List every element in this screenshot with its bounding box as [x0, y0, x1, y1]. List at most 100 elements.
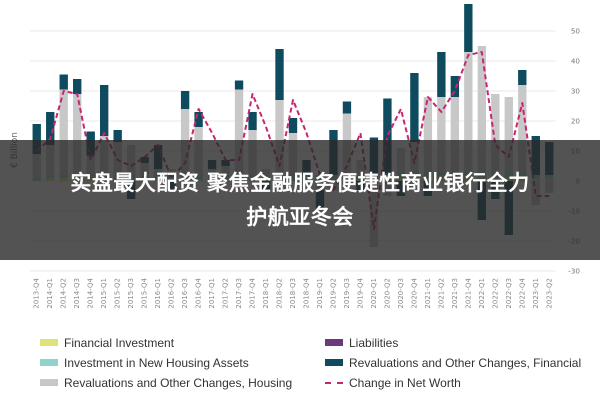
x-tick-label: 2014-Q4 — [87, 277, 95, 308]
headline-line-2: 护航亚冬会 — [246, 205, 354, 229]
x-tick-label: 2023-Q2 — [545, 278, 553, 309]
x-tick-label: 2022-Q1 — [478, 278, 486, 309]
legend-dash-change-in-net-worth — [325, 381, 343, 384]
x-tick-label: 2017-Q1 — [208, 278, 216, 309]
x-tick-label: 2015-Q2 — [114, 278, 122, 309]
bar-revaluations-and-other-changes-financial — [518, 70, 527, 85]
y-tick-label: 20 — [571, 117, 581, 126]
x-tick-label: 2016-Q1 — [154, 278, 162, 309]
bar-revaluations-and-other-changes-financial — [99, 85, 109, 136]
bar-revaluations-and-other-changes-housing — [504, 97, 513, 172]
bar-revaluations-and-other-changes-housing — [234, 89, 244, 174]
x-tick-label: 2019-Q2 — [330, 278, 338, 309]
x-tick-label: 2020-Q2 — [383, 278, 391, 309]
x-tick-label: 2021-Q2 — [437, 278, 445, 309]
bar-revaluations-and-other-changes-financial — [450, 76, 460, 97]
bar-revaluations-and-other-changes-housing — [73, 94, 82, 175]
bar-revaluations-and-other-changes-housing — [518, 85, 527, 172]
legend-label: Revaluations and Other Changes, Financia… — [349, 356, 582, 370]
legend-item-liabilities: Liabilities — [325, 335, 398, 351]
x-tick-label: 2016-Q2 — [168, 278, 176, 309]
x-axis-ticks: 2013-Q4 2014-Q1 2014-Q2 2014-Q3 2014-Q4 2015-… — [33, 277, 554, 308]
bar-revaluations-and-other-changes-financial — [288, 118, 298, 133]
bar-revaluations-and-other-changes-financial — [73, 79, 82, 94]
bar-revaluations-and-other-changes-financial — [234, 80, 244, 90]
bar-revaluations-and-other-changes-financial — [464, 4, 473, 52]
bar-revaluations-and-other-changes-financial — [248, 112, 257, 130]
y-tick-label: -30 — [568, 267, 580, 276]
y-tick-label: 30 — [571, 87, 581, 96]
x-tick-label: 2018-Q2 — [276, 278, 284, 309]
bar-revaluations-and-other-changes-housing — [437, 97, 446, 172]
x-tick-label: 2015-Q1 — [100, 278, 108, 309]
x-tick-label: 2020-Q4 — [410, 277, 418, 308]
x-tick-label: 2019-Q3 — [343, 278, 351, 309]
legend-label: Financial Investment — [64, 336, 175, 350]
legend-item-revaluations-financial: Revaluations and Other Changes, Financia… — [325, 355, 581, 371]
y-tick-label: 40 — [571, 57, 581, 66]
x-tick-label: 2015-Q4 — [141, 277, 149, 308]
bar-revaluations-and-other-changes-housing — [477, 46, 487, 172]
x-tick-label: 2014-Q2 — [60, 278, 68, 309]
legend-item-change-in-net-worth: Change in Net Worth — [325, 375, 461, 391]
legend-label: Revaluations and Other Changes, Housing — [64, 376, 293, 390]
x-tick-label: 2021-Q4 — [464, 277, 472, 308]
x-tick-label: 2014-Q1 — [46, 278, 54, 309]
x-tick-label: 2017-Q2 — [222, 278, 230, 309]
legend-label: Investment in New Housing Assets — [64, 356, 249, 370]
legend-swatch-investment-new-housing — [40, 359, 58, 367]
x-tick-label: 2014-Q3 — [73, 278, 81, 309]
x-tick-label: 2019-Q1 — [316, 278, 324, 309]
change-in-net-worth-line — [36, 51, 550, 230]
x-tick-label: 2020-Q1 — [370, 278, 378, 309]
x-tick-label: 2018-Q1 — [262, 278, 270, 309]
bar-revaluations-and-other-changes-housing — [59, 89, 68, 174]
bar-revaluations-and-other-changes-financial — [46, 112, 55, 145]
bar-revaluations-and-other-changes-financial — [275, 49, 284, 100]
bar-revaluations-and-other-changes-housing — [275, 100, 284, 175]
bar-revaluations-and-other-changes-financial — [342, 101, 352, 114]
x-tick-label: 2017-Q3 — [235, 278, 243, 309]
x-tick-label: 2022-Q2 — [491, 278, 499, 309]
bar-revaluations-and-other-changes-housing — [491, 94, 500, 172]
headline-line-1: 实盘最大配资 聚焦金融服务便捷性商业银行全力 — [70, 171, 530, 195]
bar-revaluations-and-other-changes-housing — [464, 52, 473, 172]
bar-revaluations-and-other-changes-financial — [180, 91, 190, 109]
legend-item-financial-investment: Financial Investment — [40, 335, 174, 351]
x-tick-label: 2022-Q4 — [518, 277, 526, 308]
bar-revaluations-and-other-changes-housing — [423, 97, 433, 172]
legend-label: Liabilities — [349, 336, 399, 350]
x-tick-label: 2016-Q4 — [195, 277, 203, 308]
x-tick-label: 2023-Q1 — [532, 278, 540, 309]
x-tick-label: 2015-Q3 — [127, 278, 135, 309]
x-tick-label: 2013-Q4 — [33, 277, 41, 308]
legend-swatch-financial-investment — [40, 339, 58, 347]
legend-swatch-liabilities — [325, 339, 343, 347]
x-tick-label: 2020-Q3 — [397, 278, 405, 309]
x-tick-label: 2021-Q1 — [424, 278, 432, 309]
x-tick-label: 2021-Q3 — [451, 278, 459, 309]
legend-swatch-revaluations-financial — [325, 359, 343, 367]
x-tick-label: 2016-Q3 — [181, 278, 189, 309]
x-tick-label: 2022-Q3 — [505, 278, 513, 309]
legend-item-investment-new-housing: Investment in New Housing Assets — [40, 355, 249, 371]
bar-revaluations-and-other-changes-housing — [450, 97, 460, 172]
chart-legend: Financial Investment Investment in New H… — [40, 335, 581, 395]
legend-swatch-revaluations-housing — [40, 379, 58, 387]
net-worth-line-layer — [36, 51, 550, 230]
bar-revaluations-and-other-changes-financial — [32, 124, 41, 154]
x-tick-label: 2017-Q4 — [249, 277, 257, 308]
x-tick-label: 2019-Q4 — [356, 277, 364, 308]
legend-item-revaluations-housing: Revaluations and Other Changes, Housing — [40, 375, 292, 391]
x-tick-label: 2018-Q3 — [289, 278, 297, 309]
legend-label: Change in Net Worth — [349, 376, 461, 390]
bar-revaluations-and-other-changes-financial — [437, 52, 446, 97]
bar-revaluations-and-other-changes-financial — [383, 98, 392, 174]
bar-revaluations-and-other-changes-financial — [113, 130, 122, 142]
headline-overlay-banner: 实盘最大配资 聚焦金融服务便捷性商业银行全力 护航亚冬会 — [0, 140, 600, 260]
bar-revaluations-and-other-changes-financial — [59, 74, 68, 90]
bar-revaluations-and-other-changes-financial — [194, 112, 203, 127]
bar-revaluations-and-other-changes-financial — [410, 73, 419, 142]
x-tick-label: 2018-Q4 — [303, 277, 311, 308]
y-tick-label: 50 — [571, 27, 581, 36]
